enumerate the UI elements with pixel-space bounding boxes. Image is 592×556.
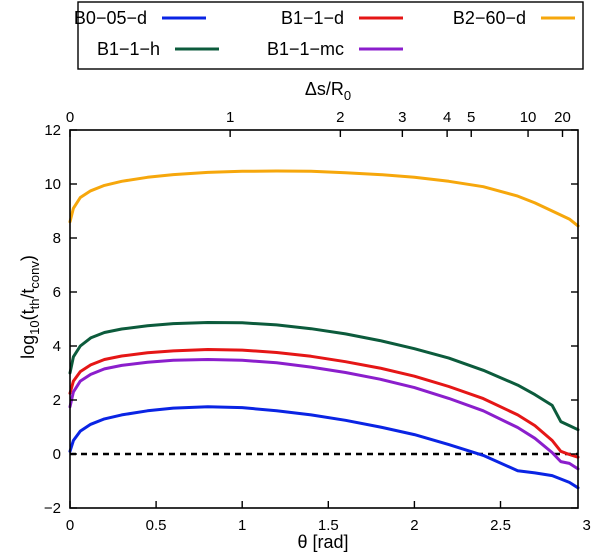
top-tick-label: 10	[520, 109, 537, 126]
x-tick-label: 1.5	[318, 517, 339, 534]
legend-label-2: B2−60−d	[453, 8, 526, 28]
x-tick-label: 1	[238, 517, 246, 534]
top-tick-label: 4	[443, 109, 451, 126]
legend-label-4: B1−1−mc	[267, 39, 344, 59]
legend-label-3: B1−1−h	[97, 39, 160, 59]
x-tick-label: 0	[66, 517, 74, 534]
x-tick-label: 3	[582, 517, 590, 534]
series-line-2	[68, 169, 580, 228]
top-axis-label: Δs/R0	[305, 79, 351, 103]
legend-box	[77, 1, 584, 70]
y-tick-label: 4	[53, 338, 61, 355]
y-tick-label: 8	[53, 230, 61, 247]
legend-label-0: B0−05−d	[74, 8, 147, 28]
y-axis-label: log10(tth/tconv)	[18, 255, 42, 359]
legend-label-1: B1−1−d	[281, 8, 344, 28]
top-tick-label: 5	[467, 109, 475, 126]
top-tick-label: 1	[226, 109, 234, 126]
y-tick-label: 12	[44, 122, 61, 139]
series-line-3	[68, 321, 580, 432]
y-tick-label: −2	[44, 500, 61, 517]
top-tick-label: 2	[336, 109, 344, 126]
legend: B0−05−d B1−1−d B2−60−d B1−1−h B1−1−mc	[74, 1, 584, 70]
y-tick-label: 0	[53, 446, 61, 463]
plot-frame	[69, 129, 579, 509]
top-tick-label: 0	[66, 109, 74, 126]
x-tick-label: 0.5	[146, 517, 167, 534]
top-tick-label: 20	[554, 109, 571, 126]
y-tick-label: 2	[53, 392, 61, 409]
x-axis-label: θ [rad]	[297, 532, 348, 552]
series-line-0	[68, 405, 580, 490]
series-layer	[68, 169, 580, 490]
series-line-1	[68, 348, 580, 459]
x-tick-label: 2	[410, 517, 418, 534]
top-tick-label: 3	[398, 109, 406, 126]
series-line-4	[68, 358, 580, 471]
x-tick-label: 2.5	[490, 517, 511, 534]
y-tick-label: 6	[53, 284, 61, 301]
y-tick-label: 10	[44, 176, 61, 193]
